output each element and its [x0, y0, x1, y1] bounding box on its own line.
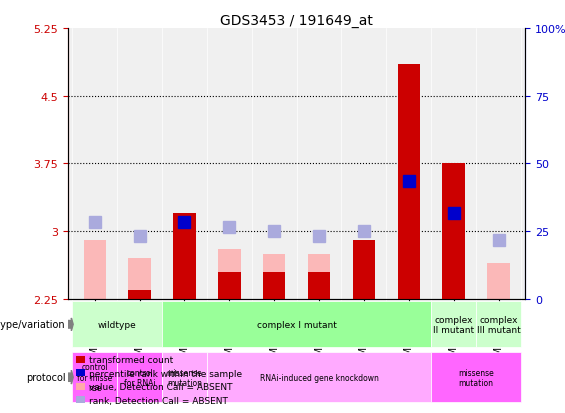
- Text: protocol: protocol: [26, 372, 66, 382]
- Text: genotype/variation: genotype/variation: [0, 320, 66, 330]
- Text: missense
mutation: missense mutation: [458, 368, 494, 387]
- Bar: [263, 254, 285, 299]
- Bar: [128, 290, 151, 299]
- Bar: [398, 65, 420, 299]
- FancyBboxPatch shape: [476, 302, 521, 347]
- FancyBboxPatch shape: [72, 302, 162, 347]
- Title: GDS3453 / 191649_at: GDS3453 / 191649_at: [220, 14, 373, 28]
- FancyBboxPatch shape: [431, 353, 521, 402]
- Bar: [308, 254, 331, 299]
- Bar: [173, 214, 195, 299]
- FancyBboxPatch shape: [162, 302, 431, 347]
- Bar: [308, 272, 331, 299]
- Bar: [218, 272, 241, 299]
- Text: wildtype: wildtype: [98, 320, 137, 329]
- Bar: [353, 241, 375, 299]
- Text: complex
III mutant: complex III mutant: [477, 315, 520, 334]
- Text: control
for misse
nse: control for misse nse: [77, 363, 112, 392]
- Legend: transformed count, percentile rank within the sample, value, Detection Call = AB: transformed count, percentile rank withi…: [72, 352, 246, 408]
- Bar: [488, 263, 510, 299]
- Bar: [128, 259, 151, 299]
- Bar: [442, 164, 465, 299]
- Text: control
for RNAi: control for RNAi: [124, 368, 155, 387]
- Bar: [263, 272, 285, 299]
- FancyBboxPatch shape: [162, 353, 207, 402]
- FancyBboxPatch shape: [117, 353, 162, 402]
- FancyArrow shape: [67, 370, 73, 384]
- Bar: [84, 241, 106, 299]
- FancyArrow shape: [67, 318, 73, 331]
- FancyBboxPatch shape: [431, 302, 476, 347]
- Text: missense
mutation: missense mutation: [167, 368, 202, 387]
- Text: RNAi-induced gene knockdown: RNAi-induced gene knockdown: [260, 373, 379, 382]
- FancyBboxPatch shape: [72, 353, 117, 402]
- FancyBboxPatch shape: [207, 353, 431, 402]
- Text: complex I mutant: complex I mutant: [257, 320, 337, 329]
- Text: complex
II mutant: complex II mutant: [433, 315, 474, 334]
- Bar: [218, 249, 241, 299]
